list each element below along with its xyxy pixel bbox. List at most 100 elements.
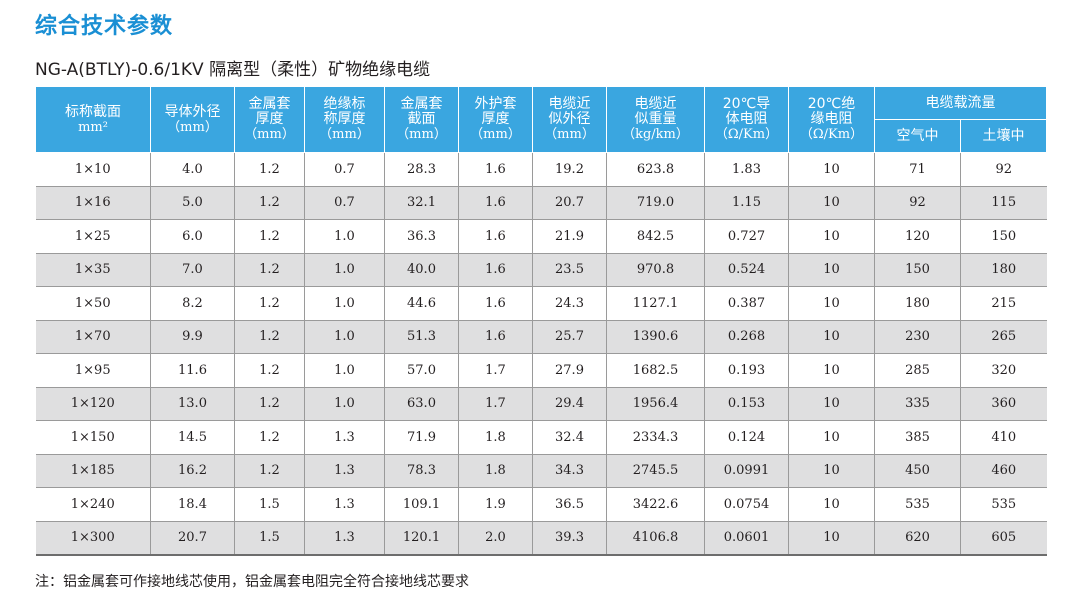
cell-ampacity-soil: 605 — [961, 521, 1047, 555]
cell-cable-od: 19.2 — [533, 153, 607, 187]
cell-cable-weight: 2745.5 — [607, 454, 705, 488]
cell-nominal-section: 1×240 — [36, 488, 151, 522]
table-row: 1×150 14.5 1.2 1.3 71.9 1.8 32.4 2334.3 0.124 10 3… — [36, 421, 1047, 455]
cell-jacket-thickness: 1.7 — [459, 387, 533, 421]
cell-nominal-section: 1×95 — [36, 354, 151, 388]
cell-conductor-resistance: 0.193 — [705, 354, 789, 388]
cell-cable-od: 39.3 — [533, 521, 607, 555]
cell-conductor-resistance: 0.524 — [705, 253, 789, 287]
cell-insulation-thickness: 1.0 — [305, 320, 385, 354]
cell-ampacity-soil: 360 — [961, 387, 1047, 421]
cell-cable-od: 34.3 — [533, 454, 607, 488]
cell-sheath-section: 78.3 — [385, 454, 459, 488]
cell-ampacity-soil: 115 — [961, 186, 1047, 220]
cell-sheath-thickness: 1.2 — [235, 320, 305, 354]
cell-ampacity-soil: 180 — [961, 253, 1047, 287]
cell-jacket-thickness: 1.6 — [459, 287, 533, 321]
cell-ampacity-soil: 92 — [961, 153, 1047, 187]
cell-conductor-resistance: 0.124 — [705, 421, 789, 455]
cell-insulation-resistance: 10 — [789, 320, 875, 354]
cell-sheath-thickness: 1.2 — [235, 186, 305, 220]
table-row: 1×25 6.0 1.2 1.0 36.3 1.6 21.9 842.5 0.727 10 120 1… — [36, 220, 1047, 254]
cell-jacket-thickness: 1.6 — [459, 153, 533, 187]
cell-ampacity-soil: 410 — [961, 421, 1047, 455]
cell-sheath-section: 57.0 — [385, 354, 459, 388]
header-conductor-od: 导体外径 （mm） — [151, 87, 235, 153]
header-nominal-section: 标称截面 mm² — [36, 87, 151, 153]
cell-sheath-section: 51.3 — [385, 320, 459, 354]
cell-conductor-od: 9.9 — [151, 320, 235, 354]
cell-cable-od: 25.7 — [533, 320, 607, 354]
cell-cable-weight: 3422.6 — [607, 488, 705, 522]
cell-cable-weight: 842.5 — [607, 220, 705, 254]
cell-jacket-thickness: 1.6 — [459, 320, 533, 354]
cell-sheath-thickness: 1.2 — [235, 153, 305, 187]
product-subtitle: NG-A(BTLY)-0.6/1KV 隔离型（柔性）矿物绝缘电缆 — [35, 55, 430, 80]
cell-insulation-thickness: 1.0 — [305, 253, 385, 287]
header-cable-od: 电缆近 似外径 （mm） — [533, 87, 607, 153]
cell-cable-weight: 1956.4 — [607, 387, 705, 421]
table-row: 1×120 13.0 1.2 1.0 63.0 1.7 29.4 1956.4 0.153 10 3… — [36, 387, 1047, 421]
cell-sheath-thickness: 1.2 — [235, 387, 305, 421]
header-sheath-thickness: 金属套 厚度 （mm） — [235, 87, 305, 153]
cell-nominal-section: 1×10 — [36, 153, 151, 187]
cell-insulation-resistance: 10 — [789, 387, 875, 421]
cell-insulation-thickness: 0.7 — [305, 153, 385, 187]
cell-nominal-section: 1×120 — [36, 387, 151, 421]
cell-nominal-section: 1×150 — [36, 421, 151, 455]
cell-nominal-section: 1×300 — [36, 521, 151, 555]
cell-sheath-thickness: 1.5 — [235, 488, 305, 522]
table-row: 1×10 4.0 1.2 0.7 28.3 1.6 19.2 623.8 1.83 10 71 92 — [36, 153, 1047, 187]
cell-insulation-thickness: 1.3 — [305, 454, 385, 488]
cell-conductor-od: 11.6 — [151, 354, 235, 388]
cell-cable-weight: 970.8 — [607, 253, 705, 287]
cell-insulation-resistance: 10 — [789, 421, 875, 455]
cell-insulation-thickness: 1.0 — [305, 287, 385, 321]
header-ampacity: 电缆载流量 — [875, 87, 1047, 120]
cell-cable-od: 27.9 — [533, 354, 607, 388]
cell-jacket-thickness: 2.0 — [459, 521, 533, 555]
cell-conductor-resistance: 0.387 — [705, 287, 789, 321]
cell-conductor-resistance: 0.0991 — [705, 454, 789, 488]
cell-conductor-od: 13.0 — [151, 387, 235, 421]
cell-cable-weight: 1127.1 — [607, 287, 705, 321]
header-conductor-resistance: 20℃导 体电阻 （Ω/Km） — [705, 87, 789, 153]
cell-ampacity-air: 120 — [875, 220, 961, 254]
cell-conductor-od: 14.5 — [151, 421, 235, 455]
cell-ampacity-soil: 215 — [961, 287, 1047, 321]
cell-conductor-od: 20.7 — [151, 521, 235, 555]
cell-sheath-thickness: 1.2 — [235, 253, 305, 287]
cell-sheath-section: 28.3 — [385, 153, 459, 187]
table-row: 1×35 7.0 1.2 1.0 40.0 1.6 23.5 970.8 0.524 10 150 1… — [36, 253, 1047, 287]
cell-insulation-thickness: 1.3 — [305, 488, 385, 522]
cell-cable-weight: 1390.6 — [607, 320, 705, 354]
cell-sheath-thickness: 1.5 — [235, 521, 305, 555]
spec-table: 标称截面 mm² 导体外径 （mm） 金属套 厚度 （mm） 绝缘标 称厚度 （… — [35, 86, 1047, 556]
header-sheath-section: 金属套 截面 （mm） — [385, 87, 459, 153]
cell-insulation-resistance: 10 — [789, 186, 875, 220]
table-row: 1×185 16.2 1.2 1.3 78.3 1.8 34.3 2745.5 0.0991 10… — [36, 454, 1047, 488]
cell-sheath-section: 36.3 — [385, 220, 459, 254]
cell-ampacity-soil: 150 — [961, 220, 1047, 254]
cell-nominal-section: 1×185 — [36, 454, 151, 488]
table-row: 1×50 8.2 1.2 1.0 44.6 1.6 24.3 1127.1 0.387 10 180… — [36, 287, 1047, 321]
cell-sheath-thickness: 1.2 — [235, 287, 305, 321]
cell-sheath-thickness: 1.2 — [235, 354, 305, 388]
footnote: 注：铝金属套可作接地线芯使用，铝金属套电阻完全符合接地线芯要求 — [35, 571, 469, 591]
cell-sheath-section: 109.1 — [385, 488, 459, 522]
cell-ampacity-soil: 535 — [961, 488, 1047, 522]
cell-ampacity-air: 92 — [875, 186, 961, 220]
cell-conductor-od: 6.0 — [151, 220, 235, 254]
cell-sheath-section: 44.6 — [385, 287, 459, 321]
cell-insulation-resistance: 10 — [789, 220, 875, 254]
cell-cable-od: 32.4 — [533, 421, 607, 455]
cell-jacket-thickness: 1.6 — [459, 220, 533, 254]
cell-ampacity-air: 620 — [875, 521, 961, 555]
table-header: 标称截面 mm² 导体外径 （mm） 金属套 厚度 （mm） 绝缘标 称厚度 （… — [36, 87, 1047, 153]
cell-sheath-thickness: 1.2 — [235, 220, 305, 254]
cell-nominal-section: 1×35 — [36, 253, 151, 287]
header-ampacity-air: 空气中 — [875, 120, 961, 153]
cell-insulation-resistance: 10 — [789, 153, 875, 187]
cell-jacket-thickness: 1.6 — [459, 186, 533, 220]
cell-ampacity-air: 71 — [875, 153, 961, 187]
